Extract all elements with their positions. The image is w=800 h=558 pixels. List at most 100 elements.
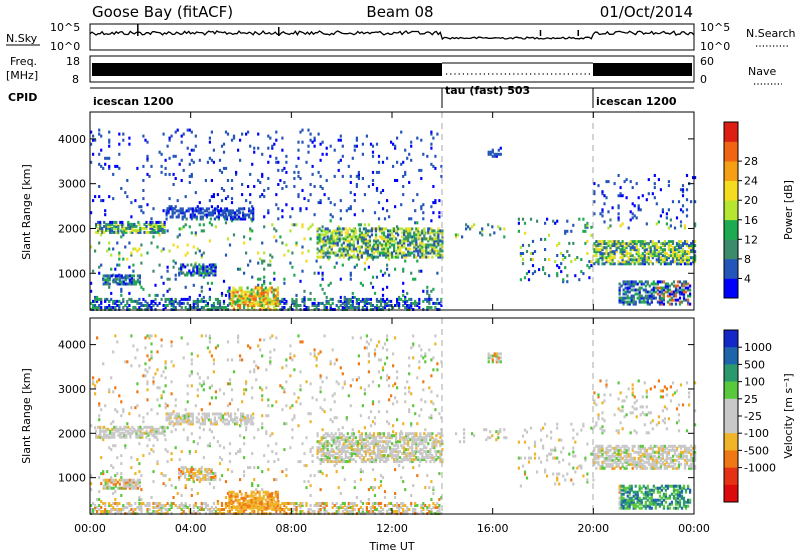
range-gate-cell xyxy=(251,276,253,279)
range-gate-cell xyxy=(174,416,176,419)
range-gate-cell xyxy=(283,422,285,425)
range-gate-cell xyxy=(686,256,688,259)
range-gate-cell xyxy=(123,432,125,435)
range-gate-cell xyxy=(138,298,140,301)
range-gate-cell xyxy=(172,420,174,423)
range-gate-cell xyxy=(201,306,203,309)
range-gate-cell xyxy=(142,189,144,192)
range-gate-cell xyxy=(386,209,388,212)
range-gate-cell xyxy=(658,240,660,243)
range-gate-cell xyxy=(599,212,601,215)
range-gate-cell xyxy=(416,474,418,477)
range-gate-cell xyxy=(572,224,574,227)
range-gate-cell xyxy=(684,224,686,227)
range-gate-cell xyxy=(125,426,127,429)
range-gate-cell xyxy=(394,336,396,339)
range-gate-cell xyxy=(363,456,365,459)
range-gate-cell xyxy=(174,211,176,214)
range-gate-cell xyxy=(652,250,654,253)
date-title: 01/Oct/2014 xyxy=(600,3,693,21)
range-gate-cell xyxy=(196,416,198,419)
range-gate-cell xyxy=(297,396,299,399)
range-gate-cell xyxy=(100,264,102,267)
range-gate-cell xyxy=(593,254,595,257)
range-gate-cell xyxy=(251,293,253,296)
cpid-segment-3: icescan 1200 xyxy=(596,95,677,108)
range-gate-cell xyxy=(98,476,100,479)
range-gate-cell xyxy=(200,207,202,210)
range-gate-cell xyxy=(676,252,678,255)
range-gate-cell xyxy=(261,260,263,263)
range-gate-cell xyxy=(310,292,312,295)
range-gate-cell xyxy=(329,237,331,240)
range-gate-cell xyxy=(340,366,342,369)
range-gate-cell xyxy=(350,175,352,178)
range-gate-cell xyxy=(114,408,116,411)
range-gate-cell xyxy=(352,157,354,160)
range-gate-cell xyxy=(582,218,584,221)
range-gate-cell xyxy=(331,454,333,457)
range-gate-cell xyxy=(197,394,199,397)
range-gate-cell xyxy=(261,193,263,196)
range-gate-cell xyxy=(347,432,349,435)
range-gate-cell xyxy=(169,288,171,291)
range-gate-cell xyxy=(226,418,228,421)
range-gate-cell xyxy=(391,237,393,240)
range-gate-cell xyxy=(252,416,254,419)
range-gate-cell xyxy=(142,165,144,168)
range-gate-cell xyxy=(181,508,183,511)
range-gate-cell xyxy=(385,235,387,238)
range-gate-cell xyxy=(538,268,540,271)
range-gate-cell xyxy=(243,388,245,391)
range-gate-cell xyxy=(106,250,108,253)
range-gate-cell xyxy=(434,155,436,158)
range-gate-cell xyxy=(152,235,154,238)
range-gate-cell xyxy=(310,352,312,355)
range-gate-cell xyxy=(275,295,277,298)
range-gate-cell xyxy=(378,410,380,413)
range-gate-cell xyxy=(324,304,326,307)
range-gate-cell xyxy=(354,193,356,196)
range-gate-cell xyxy=(335,440,337,443)
range-gate-cell xyxy=(435,254,437,257)
range-gate-cell xyxy=(130,252,132,255)
range-gate-cell xyxy=(432,288,434,291)
range-gate-cell xyxy=(281,306,283,309)
range-gate-cell xyxy=(363,450,365,453)
range-gate-cell xyxy=(137,278,139,281)
range-gate-cell xyxy=(237,408,239,411)
range-gate-cell xyxy=(133,278,135,281)
range-gate-cell xyxy=(98,402,100,405)
range-gate-cell xyxy=(372,145,374,148)
range-gate-cell xyxy=(209,199,211,202)
range-gate-cell xyxy=(620,262,622,265)
range-gate-cell xyxy=(227,404,229,407)
range-gate-cell xyxy=(108,242,110,245)
range-gate-cell xyxy=(431,256,433,259)
range-gate-cell xyxy=(152,444,154,447)
range-gate-cell xyxy=(126,306,128,309)
range-gate-cell xyxy=(126,360,128,363)
range-gate-cell xyxy=(368,223,370,226)
range-gate-cell xyxy=(400,476,402,479)
range-gate-cell xyxy=(336,262,338,265)
range-gate-cell xyxy=(361,458,363,461)
range-gate-cell xyxy=(415,237,417,240)
range-gate-cell xyxy=(362,153,364,156)
range-gate-cell xyxy=(612,250,614,253)
range-gate-cell xyxy=(301,129,303,132)
range-gate-cell xyxy=(524,276,526,279)
range-gate-cell xyxy=(434,334,436,337)
range-gate-cell xyxy=(239,448,241,451)
range-gate-cell xyxy=(277,183,279,186)
range-gate-cell xyxy=(640,240,642,243)
range-gate-cell xyxy=(201,229,203,232)
range-gate-cell xyxy=(384,272,386,275)
range-gate-cell xyxy=(283,448,285,451)
range-gate-cell xyxy=(115,274,117,277)
range-gate-cell xyxy=(412,199,414,202)
range-gate-cell xyxy=(314,474,316,477)
range-gate-cell xyxy=(233,135,235,138)
range-gate-cell xyxy=(156,368,158,371)
